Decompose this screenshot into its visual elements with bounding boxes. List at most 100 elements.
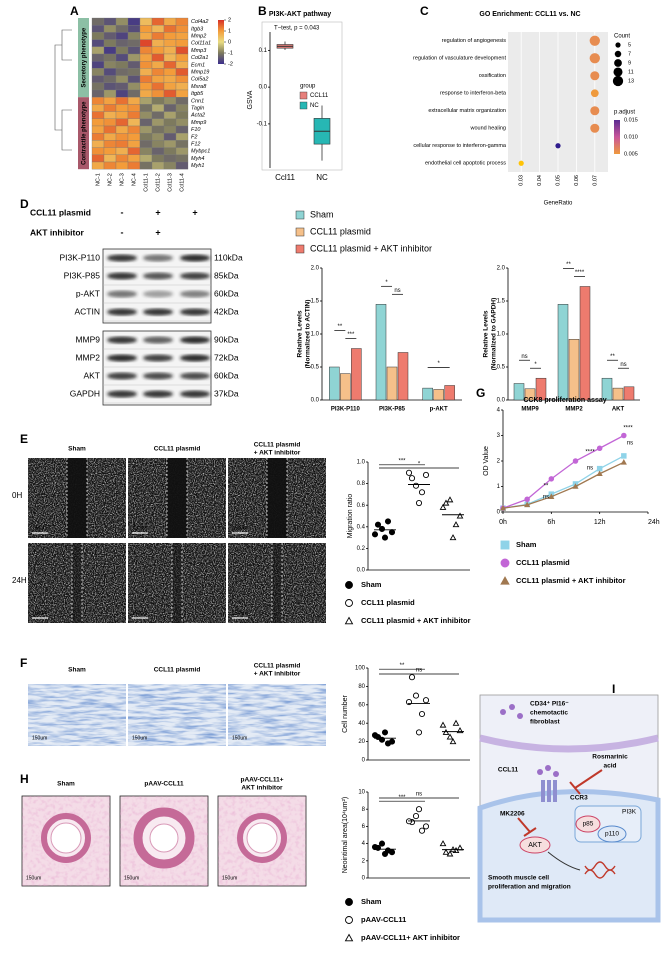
legend-size xyxy=(614,50,622,58)
cell-label: CD34⁺ PI16⁻ xyxy=(530,701,569,708)
x-tick-label: PI3K-P110 xyxy=(331,407,361,413)
heatmap-cell xyxy=(127,68,141,76)
data-point xyxy=(418,489,426,496)
heatmap-cell xyxy=(139,61,153,69)
heatmap-cell xyxy=(127,118,141,127)
bar xyxy=(329,366,340,401)
bar xyxy=(623,386,635,401)
heatmap-cell xyxy=(127,25,141,33)
data-point xyxy=(452,719,460,726)
heatmap-cell xyxy=(103,17,117,26)
heatmap-cell xyxy=(103,89,117,98)
heatmap-cell xyxy=(163,154,177,163)
column-title: + AKT inhibitor xyxy=(254,450,301,457)
heatmap-cell xyxy=(139,111,153,119)
size-label: 85kDa xyxy=(214,270,239,280)
x-tick-label: 0.06 xyxy=(574,175,580,186)
panel-label: B xyxy=(258,4,267,18)
blot-band xyxy=(107,390,137,398)
x-tick-label: p-AKT xyxy=(430,407,448,413)
heatmap-cell xyxy=(115,25,129,33)
column-title: Sham xyxy=(68,446,86,453)
cell-label: fibroblast xyxy=(530,719,560,726)
size-label: 60kDa xyxy=(214,370,239,380)
term-label: cellular response to interferon-gamma xyxy=(413,143,507,149)
heatmap-cell xyxy=(91,89,105,98)
y-tick-label: 0.6 xyxy=(357,503,366,509)
data-point xyxy=(378,525,386,533)
heatmap-cell xyxy=(103,125,117,134)
inhibition xyxy=(517,817,537,837)
bar xyxy=(535,377,547,401)
column-label: Ccl11-4 xyxy=(179,173,185,192)
heatmap-cell xyxy=(151,118,165,127)
colorbar-label: 0.005 xyxy=(624,151,638,157)
heatmap-cell xyxy=(163,161,177,170)
heatmap-cell xyxy=(103,133,117,141)
enrichment-dot xyxy=(518,160,524,166)
size-label: 90kDa xyxy=(214,334,239,344)
heatmap-cell xyxy=(175,75,189,83)
legend-label: Sham xyxy=(310,209,334,219)
heatmap-cell xyxy=(103,46,117,55)
colorbar-label: -1 xyxy=(228,50,233,56)
heatmap-cell xyxy=(127,104,141,112)
heatmap-cell xyxy=(91,125,105,134)
heatmap-cell xyxy=(115,97,129,105)
heatmap-cell xyxy=(139,46,153,55)
term-label: endothelial cell apoptotic process xyxy=(425,161,506,167)
y-axis-label: Relative Levels xyxy=(483,310,490,357)
condition-label: AKT inhibitor xyxy=(30,227,85,237)
colorbar-label: 0.010 xyxy=(624,134,638,140)
data-point xyxy=(384,518,392,525)
gene-label: Col4a2 xyxy=(191,19,208,25)
heatmap-cell xyxy=(103,104,117,112)
y-tick-label: 0.8 xyxy=(357,481,366,487)
cell-label: chemotactic xyxy=(530,710,568,717)
panel-label: H xyxy=(20,772,29,786)
bar xyxy=(557,304,569,401)
y-tick-label: 0 xyxy=(362,758,366,764)
data-point xyxy=(439,503,447,510)
protein-label: MMP9 xyxy=(75,334,100,344)
heatmap-cell xyxy=(91,97,105,105)
heatmap-cell xyxy=(151,32,165,40)
heatmap-cell xyxy=(127,147,141,155)
condition-sign: - xyxy=(121,227,124,237)
heatmap-cell xyxy=(127,61,141,69)
legend-swatch xyxy=(295,210,305,220)
heatmap-cell xyxy=(151,147,165,155)
scale-label: 150um xyxy=(32,525,47,531)
x-tick-label: PI3K-P85 xyxy=(379,407,406,413)
drug-label: MK2206 xyxy=(500,811,525,818)
blot-band xyxy=(143,272,173,280)
heatmap-cell xyxy=(175,133,189,141)
legend-swatch xyxy=(295,227,305,237)
blot-band xyxy=(143,336,173,344)
heatmap-cell xyxy=(139,17,153,26)
heatmap-cell xyxy=(127,89,141,98)
heatmap-cell xyxy=(103,53,117,62)
gene-label: Myh4 xyxy=(191,156,204,162)
heatmap-cell xyxy=(175,17,189,26)
heatmap-cell xyxy=(103,154,117,163)
y-tick-label: 2.0 xyxy=(311,266,320,272)
data-point xyxy=(524,496,530,503)
p85 xyxy=(575,815,601,833)
heatmap-cell xyxy=(151,161,165,170)
column-title: Sham xyxy=(68,667,86,674)
y-tick-label: -0.1 xyxy=(257,121,268,127)
significance-label: ns xyxy=(627,441,633,447)
drug-label: acid xyxy=(603,763,616,770)
data-point xyxy=(412,482,420,489)
scale-label: 150um xyxy=(132,610,147,616)
colorbar-label: 2 xyxy=(228,17,231,23)
data-point xyxy=(446,496,454,503)
column-title: CCL11 plasmid xyxy=(154,667,201,674)
data-point xyxy=(439,840,447,847)
gene-label: Itgb5 xyxy=(191,91,204,97)
y-tick-label: 4 xyxy=(362,841,366,847)
significance-label: ** xyxy=(544,484,549,490)
y-axis-label: (Normalized to ACTIN) xyxy=(305,300,312,369)
heatmap-cell xyxy=(139,39,153,47)
